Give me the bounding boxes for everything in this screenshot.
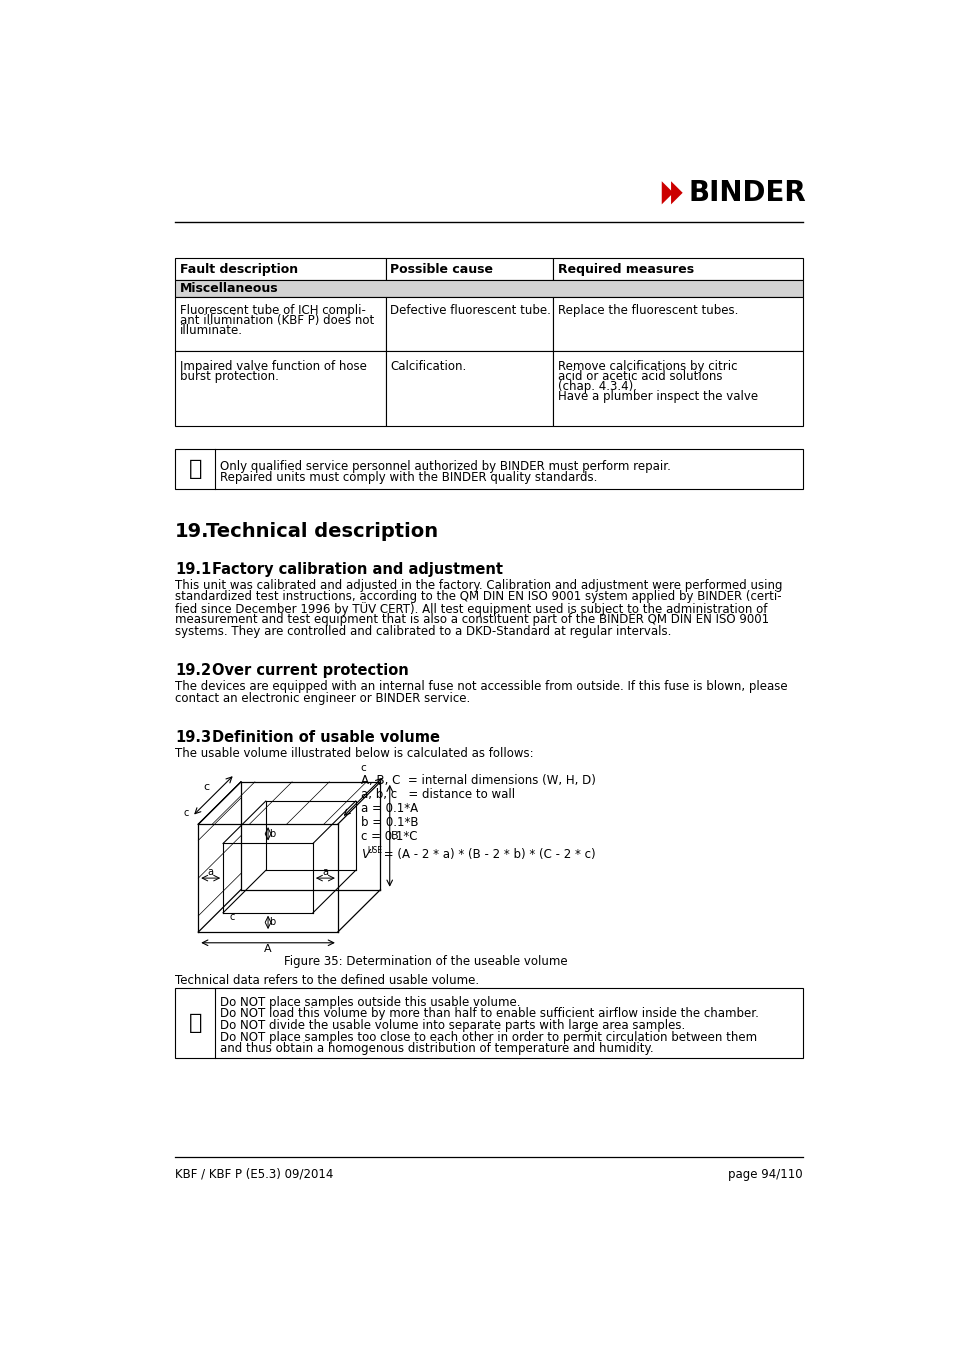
Text: Fault description: Fault description [179,262,297,275]
Text: Possible cause: Possible cause [390,262,493,275]
Bar [385,351,553,427]
Text: BINDER: BINDER [687,178,805,207]
Bar [385,258,553,279]
Text: = (A - 2 * a) * (B - 2 * b) * (C - 2 * c): = (A - 2 * a) * (B - 2 * b) * (C - 2 * c… [379,848,595,861]
Text: Do NOT load this volume by more than half to enable sufficient airflow inside th: Do NOT load this volume by more than hal… [220,1007,758,1021]
Text: systems. They are controlled and calibrated to a DKD-Standard at regular interva: systems. They are controlled and calibra… [174,625,671,637]
Text: c: c [203,782,210,792]
Bar [385,297,553,351]
Text: Required measures: Required measures [558,262,693,275]
Text: 19.1: 19.1 [174,562,211,576]
Text: Factory calibration and adjustment: Factory calibration and adjustment [212,562,503,576]
Text: 19.3: 19.3 [174,730,211,745]
Text: b: b [270,918,275,927]
Text: KBF / KBF P (E5.3) 09/2014: KBF / KBF P (E5.3) 09/2014 [174,1168,334,1181]
Bar [553,258,802,279]
Text: ✋: ✋ [189,1014,202,1033]
Text: Replace the fluorescent tubes.: Replace the fluorescent tubes. [558,305,738,317]
Text: a, b, c   = distance to wall: a, b, c = distance to wall [360,788,515,801]
Bar [174,258,385,279]
Text: burst protection.: burst protection. [179,370,278,383]
Bar [174,988,802,1058]
Text: ant illumination (KBF P) does not: ant illumination (KBF P) does not [179,315,374,328]
Text: 19.: 19. [174,521,210,540]
Text: 19.2: 19.2 [174,663,211,678]
Text: contact an electronic engineer or BINDER service.: contact an electronic engineer or BINDER… [174,691,470,705]
Text: V: V [360,848,369,861]
Text: Over current protection: Over current protection [212,663,409,678]
Text: Figure 35: Determination of the useable volume: Figure 35: Determination of the useable … [283,954,567,968]
Text: Do NOT divide the usable volume into separate parts with large area samples.: Do NOT divide the usable volume into sep… [220,1019,684,1031]
Bar [553,297,802,351]
Bar [174,351,385,427]
Text: c: c [359,763,366,772]
Text: b: b [270,829,275,838]
Text: and thus obtain a homogenous distribution of temperature and humidity.: and thus obtain a homogenous distributio… [220,1042,653,1056]
Text: Definition of usable volume: Definition of usable volume [212,730,439,745]
Text: b = 0.1*B: b = 0.1*B [360,815,418,829]
Text: ✋: ✋ [189,459,202,479]
Text: c: c [183,809,189,818]
Text: B: B [391,830,398,841]
Bar [553,351,802,427]
Text: page 94/110: page 94/110 [727,1168,802,1181]
Text: Only qualified service personnel authorized by BINDER must perform repair.: Only qualified service personnel authori… [220,460,670,472]
Text: (chap. 4.3.4).: (chap. 4.3.4). [558,379,637,393]
Text: Repaired units must comply with the BINDER quality standards.: Repaired units must comply with the BIND… [220,471,597,483]
Text: Remove calcifications by citric: Remove calcifications by citric [558,360,737,373]
Text: Defective fluorescent tube.: Defective fluorescent tube. [390,305,551,317]
Bar [174,450,802,489]
Text: Do NOT place samples outside this usable volume.: Do NOT place samples outside this usable… [220,996,520,1008]
Text: measurement and test equipment that is also a constituent part of the BINDER QM : measurement and test equipment that is a… [174,613,768,626]
Text: Calcification.: Calcification. [390,360,466,373]
Bar [174,279,802,297]
Text: a: a [322,867,328,876]
Text: Have a plumber inspect the valve: Have a plumber inspect the valve [558,390,758,402]
Text: The usable volume illustrated below is calculated as follows:: The usable volume illustrated below is c… [174,747,533,760]
Polygon shape [670,181,682,204]
Text: a = 0.1*A: a = 0.1*A [360,802,417,815]
Text: standardized test instructions, according to the QM DIN EN ISO 9001 system appli: standardized test instructions, accordin… [174,590,781,603]
Text: USE: USE [367,845,382,855]
Text: This unit was calibrated and adjusted in the factory. Calibration and adjustment: This unit was calibrated and adjusted in… [174,579,781,591]
Text: A: A [264,944,272,954]
Text: Technical description: Technical description [206,521,437,540]
Text: illuminate.: illuminate. [179,324,242,338]
Text: The devices are equipped with an internal fuse not accessible from outside. If t: The devices are equipped with an interna… [174,680,787,693]
Text: Miscellaneous: Miscellaneous [179,282,278,294]
Text: acid or acetic acid solutions: acid or acetic acid solutions [558,370,721,383]
Text: Do NOT place samples too close to each other in order to permit circulation betw: Do NOT place samples too close to each o… [220,1030,757,1044]
Text: c = 0.1*C: c = 0.1*C [360,830,417,842]
Text: Fluorescent tube of ICH compli-: Fluorescent tube of ICH compli- [179,305,365,317]
Text: Technical data refers to the defined usable volume.: Technical data refers to the defined usa… [174,975,478,987]
Text: a: a [208,867,213,876]
Text: fied since December 1996 by TÜV CERT). All test equipment used is subject to the: fied since December 1996 by TÜV CERT). A… [174,602,766,616]
Bar [174,297,385,351]
Text: c: c [229,913,234,922]
Text: A, B, C  = internal dimensions (W, H, D): A, B, C = internal dimensions (W, H, D) [360,774,596,787]
Polygon shape [661,181,673,204]
Text: Impaired valve function of hose: Impaired valve function of hose [179,360,366,373]
